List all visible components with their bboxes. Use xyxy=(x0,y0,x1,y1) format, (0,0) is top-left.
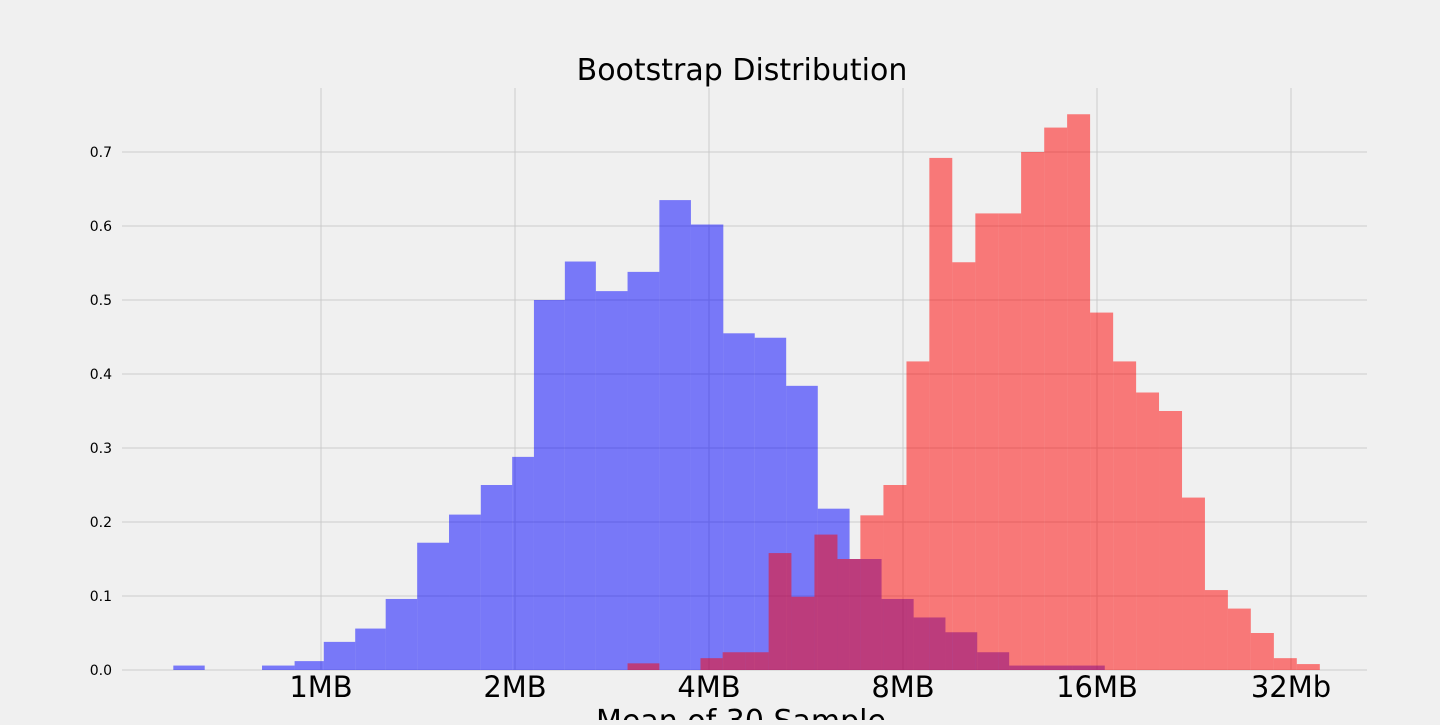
histogram-bar xyxy=(952,262,976,670)
y-tick-label: 0.7 xyxy=(90,145,112,161)
histogram-bar xyxy=(814,534,838,670)
histogram-bar xyxy=(627,271,660,670)
x-axis-label: Mean of 30 Sample xyxy=(596,704,886,720)
histogram-bar xyxy=(512,456,534,670)
histogram-bar xyxy=(480,485,513,670)
histogram-bar xyxy=(1159,411,1183,670)
x-tick-label: 32Mb xyxy=(1251,670,1331,704)
chart-title: Bootstrap Distribution xyxy=(577,53,908,88)
histogram-bar xyxy=(791,596,815,670)
y-tick-label: 0.0 xyxy=(90,663,112,679)
histogram-bar xyxy=(417,542,450,670)
histogram-bar xyxy=(998,213,1022,671)
x-tick-label: 4MB xyxy=(677,670,740,704)
histogram-bar xyxy=(385,598,418,670)
histogram-bar xyxy=(723,333,755,670)
x-tick-labels: 1MB 2MB 4MB 8MB 16MB 32Mb xyxy=(289,670,1331,704)
histogram-bar xyxy=(1090,312,1114,670)
histogram-bar xyxy=(294,661,324,670)
histogram-bar xyxy=(1136,392,1160,670)
histogram-bar xyxy=(564,261,596,670)
histogram-bar xyxy=(659,200,691,670)
y-tick-labels: 0.0 0.1 0.2 0.3 0.4 0.5 0.6 0.7 xyxy=(90,145,112,679)
y-tick-label: 0.4 xyxy=(90,367,112,383)
histogram-series xyxy=(627,114,1320,671)
histogram-bar xyxy=(745,652,769,670)
histogram-bar xyxy=(1250,633,1274,670)
histogram-bar xyxy=(768,553,792,670)
bars-layer xyxy=(173,114,1320,671)
histogram-bar xyxy=(355,628,386,670)
histogram-bar xyxy=(173,665,205,670)
x-tick-label: 2MB xyxy=(483,670,546,704)
y-tick-label: 0.3 xyxy=(90,441,112,457)
histogram-bar xyxy=(533,300,565,670)
x-tick-label: 8MB xyxy=(871,670,934,704)
x-tick-label: 16MB xyxy=(1056,670,1138,704)
histogram-bar xyxy=(1113,361,1137,670)
histogram-bar xyxy=(1021,152,1045,670)
histogram-bar xyxy=(975,213,999,671)
histogram-bar xyxy=(1204,590,1228,670)
histogram-bar xyxy=(449,514,481,670)
histogram-bar xyxy=(860,515,884,670)
histogram-bar xyxy=(1273,658,1297,670)
x-tick-label: 1MB xyxy=(289,670,352,704)
histogram-bar xyxy=(1067,114,1091,670)
histogram-bar xyxy=(906,361,930,670)
y-tick-label: 0.5 xyxy=(90,293,112,309)
histogram-bar xyxy=(627,663,660,670)
y-tick-label: 0.1 xyxy=(90,589,112,605)
histogram-bar xyxy=(1044,127,1068,670)
y-tick-label: 0.6 xyxy=(90,219,112,235)
histogram-bar xyxy=(262,665,295,670)
histogram-bar xyxy=(1227,608,1251,670)
histogram-bar xyxy=(690,224,724,670)
histogram-bar xyxy=(722,652,746,670)
histogram-bar xyxy=(883,485,907,670)
histogram-bar xyxy=(700,658,723,670)
histogram-bar xyxy=(837,559,861,670)
histogram-bar xyxy=(595,291,628,670)
histogram-bar xyxy=(1182,497,1205,670)
y-tick-label: 0.2 xyxy=(90,515,112,531)
histogram-bar xyxy=(929,157,953,671)
histogram-bar xyxy=(323,641,356,670)
histogram-bar xyxy=(1296,664,1320,670)
